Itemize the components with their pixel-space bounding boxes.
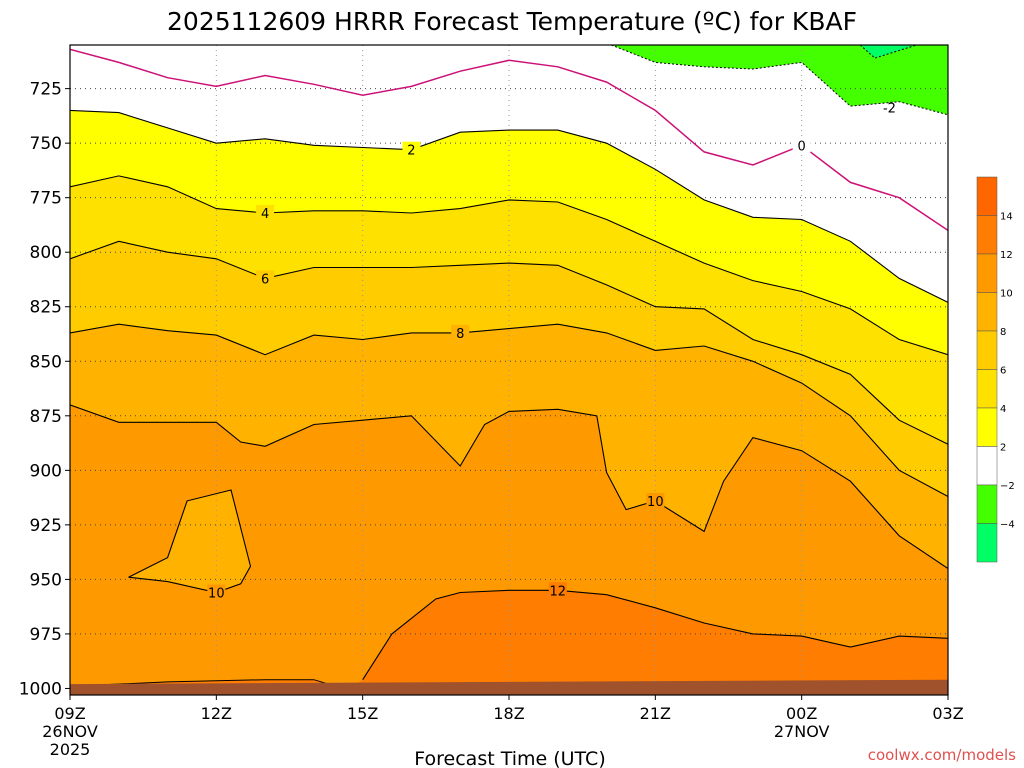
contour-line-neg2 [611,45,948,116]
contour-label-10: 10 [647,495,664,510]
ytick-label-825: 825 [30,298,62,318]
xtick-sub2-09Z: 2025 [50,740,91,759]
xtick-sub-00Z: 27NOV [774,722,830,741]
contour-label-6: 6 [261,272,269,287]
x-axis-label: Forecast Time (UTC) [414,748,605,768]
ytick-label-950: 950 [30,570,62,590]
ytick-label-975: 975 [30,625,62,645]
xtick-sub-09Z: 26NOV [42,722,98,741]
contour-line-10 [70,404,948,569]
colorbar-bin-4 [976,369,998,409]
chart-title: 2025112609 HRRR Forecast Temperature (ºC… [167,7,857,36]
contour-label-bg-4 [451,324,470,340]
xtick-label-18Z: 18Z [493,704,524,723]
contour-line-4 [70,175,948,356]
contour-label-bg-6 [207,584,226,600]
ytick-label-900: 900 [30,461,62,481]
contour-label-bg-1 [402,141,421,157]
contour-lines: 0 2 4 6 8 10 10 12 -2 [70,48,948,687]
xtick-label-03Z: 03Z [932,704,963,723]
ground-layer [70,679,948,695]
contour-label-bg-3 [256,270,275,286]
colorbar-bin--2 [976,446,998,486]
colorbar-label-3: 4 [1000,404,1006,415]
contour-label-10: 10 [208,586,225,601]
colorbar-bin-12 [976,215,998,255]
colorbar-label-6: 10 [1000,289,1013,300]
contour-line-12 [362,589,948,680]
ytick-label-725: 725 [30,80,62,100]
ytick-label-775: 775 [30,189,62,209]
colorbar-bin-10 [976,253,998,293]
colorbar-label-5: 8 [1000,327,1006,338]
contour-line-neg4 [859,45,919,59]
colorbar-bin-14 [976,176,998,216]
ytick-label-1000: 1000 [19,679,62,699]
contour-label-bg-0 [792,137,811,153]
ytick-label-850: 850 [30,352,62,372]
xtick-label-15Z: 15Z [347,704,378,723]
colorbar-label-1: −2 [1000,481,1015,492]
colorbar-bin--4 [976,484,998,524]
contour-line-10-bubble [128,489,252,594]
y-axis: 725 750 775 800 825 850 875 900 925 950 975 1000 [19,80,70,699]
contour-label-bg-5 [646,492,665,508]
colorbar-bin-2 [976,407,998,447]
colorbar-bin--6 [976,523,998,563]
plot-area: 0 2 4 6 8 10 10 12 -2 [69,45,949,695]
contour-label-12: 12 [550,584,567,599]
ytick-label-925: 925 [30,516,62,536]
ytick-label-750: 750 [30,134,62,154]
xtick-label-21Z: 21Z [640,704,671,723]
contour-label-0: 0 [798,139,806,154]
contour-label-4: 4 [261,207,269,222]
xtick-label-09Z: 09Z [54,704,85,723]
fill-above-2 [70,45,948,303]
xtick-label-00Z: 00Z [786,704,817,723]
contour-line-2 [70,109,948,303]
ytick-label-875: 875 [30,407,62,427]
colorbar-label-0: −4 [1000,520,1015,531]
colorbar-bin-6 [976,330,998,370]
ytick-label-800: 800 [30,243,62,263]
contour-label-neg2: -2 [883,101,896,116]
fill-bubble-8-10 [128,490,251,593]
colorbar: −4 −2 2 4 6 8 10 12 14 [976,176,1015,563]
xtick-label-12Z: 12Z [201,704,232,723]
fill-below-neg4 [860,45,917,59]
colorbar-label-2: 2 [1000,443,1006,454]
colorbar-bin-8 [976,292,998,332]
contour-label-bg-7 [548,582,567,598]
colorbar-label-8: 14 [1000,212,1013,223]
credit-text[interactable]: coolwx.com/models [868,746,1016,764]
fill-below-neg2 [611,45,948,115]
contour-label-2: 2 [407,144,415,159]
colorbar-label-4: 6 [1000,366,1006,377]
contour-label-bg-2 [256,204,275,220]
contour-label-8: 8 [456,327,464,342]
contour-line-8 [70,323,948,497]
colorbar-label-7: 12 [1000,250,1013,261]
contour-line-6 [70,240,948,445]
